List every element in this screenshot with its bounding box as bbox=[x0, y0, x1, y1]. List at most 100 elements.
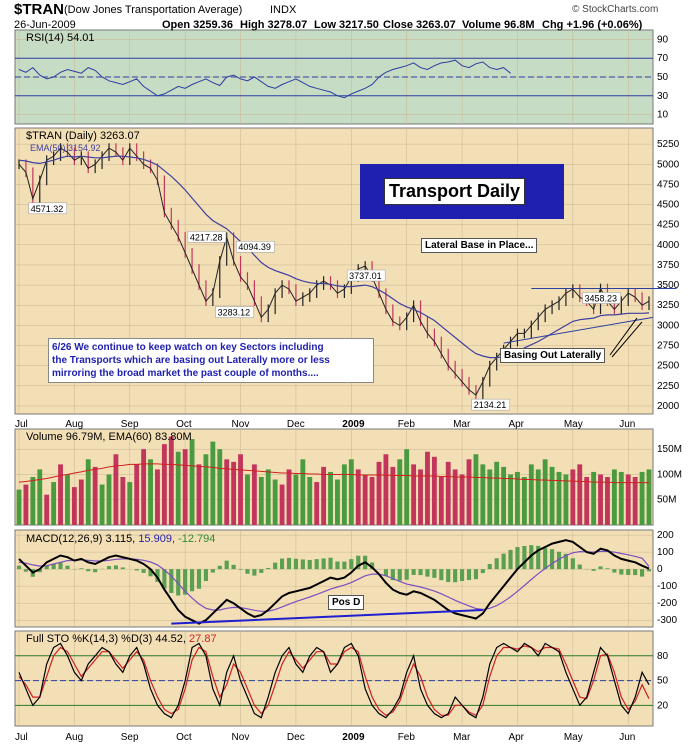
volume-bar bbox=[217, 449, 223, 525]
macd-histogram-bar bbox=[446, 569, 451, 583]
macd-histogram-bar bbox=[570, 558, 575, 570]
macd-histogram-bar bbox=[633, 569, 638, 576]
volume-bar bbox=[639, 471, 645, 525]
volume-bar bbox=[438, 477, 444, 525]
volume-bar bbox=[411, 464, 417, 525]
macd-histogram-bar bbox=[425, 569, 430, 577]
y-tick-label: 70 bbox=[657, 53, 669, 64]
volume-bar bbox=[563, 474, 569, 525]
macd-histogram-bar bbox=[473, 569, 478, 580]
volume-bar bbox=[134, 464, 140, 525]
macd-legend-signal: 15.909, bbox=[138, 533, 176, 545]
y-tick-label: 50M bbox=[657, 495, 676, 506]
volume-bar bbox=[30, 477, 36, 525]
macd-histogram-bar bbox=[176, 569, 181, 596]
price-label-box bbox=[28, 202, 67, 215]
volume-bar bbox=[335, 479, 340, 525]
title-annotation-text: Transport Daily bbox=[384, 178, 526, 205]
x-tick-label: Sep bbox=[121, 732, 139, 743]
macd-histogram-bar bbox=[259, 569, 264, 573]
volume-bar bbox=[591, 471, 597, 525]
support-line bbox=[503, 316, 654, 344]
macd-histogram-bar bbox=[418, 569, 423, 576]
macd-histogram-bar bbox=[460, 569, 465, 582]
volume-bar bbox=[182, 449, 188, 525]
macd-histogram-bar bbox=[65, 565, 70, 570]
y-tick-label: -100 bbox=[657, 581, 677, 592]
macd-histogram-bar bbox=[314, 559, 319, 570]
volume-bar bbox=[598, 474, 603, 525]
macd-line bbox=[18, 539, 650, 625]
symbol: $TRAN bbox=[14, 1, 65, 18]
macd-histogram-bar bbox=[58, 562, 63, 570]
volume-bar bbox=[65, 474, 70, 525]
macd-histogram-bar bbox=[487, 564, 492, 570]
price-legend: $TRAN (Daily) 3263.07 bbox=[26, 130, 140, 142]
header-close: Close 3263.07 bbox=[383, 19, 456, 31]
price-label-box bbox=[215, 306, 254, 318]
volume-bar bbox=[113, 454, 119, 525]
macd-histogram-bar bbox=[23, 569, 28, 572]
volume-bar bbox=[383, 454, 389, 525]
macd-histogram-bar bbox=[51, 564, 56, 570]
commentary-line: the Transports which are basing out Late… bbox=[52, 355, 330, 366]
volume-bar bbox=[168, 436, 174, 525]
volume-bar bbox=[141, 449, 147, 525]
volume-bar bbox=[314, 482, 320, 525]
volume-bar bbox=[58, 464, 63, 525]
volume-bar bbox=[272, 479, 278, 525]
volume-bar bbox=[355, 469, 361, 525]
price-label: 4217.28 bbox=[190, 232, 223, 242]
macd-histogram-bar bbox=[529, 545, 534, 570]
volume-bar bbox=[452, 469, 458, 525]
divergence-line bbox=[171, 608, 483, 625]
macd-histogram-bar bbox=[349, 559, 354, 570]
macd-legend-hist: -12.794 bbox=[178, 533, 216, 545]
x-tick-label: Sep bbox=[121, 419, 139, 430]
volume-bar bbox=[203, 454, 209, 525]
macd-histogram-bar bbox=[619, 569, 624, 575]
volume-bar bbox=[92, 466, 98, 525]
volume-bar bbox=[251, 464, 257, 525]
macd-histogram-bar bbox=[356, 555, 361, 570]
watermark: © StockCharts.com bbox=[572, 4, 659, 15]
macd-histogram-bar bbox=[37, 569, 42, 573]
macd-histogram-bar bbox=[286, 557, 292, 570]
macd-histogram-bar bbox=[453, 569, 458, 583]
volume-bar bbox=[155, 469, 160, 525]
macd-histogram-bar bbox=[155, 569, 160, 582]
rsi-line bbox=[18, 59, 511, 99]
macd-histogram-bar bbox=[404, 569, 409, 580]
y-tick-label: 3750 bbox=[657, 260, 680, 271]
x-tick-label: 2009 bbox=[342, 419, 365, 430]
macd-histogram-bar bbox=[550, 549, 555, 570]
price-line bbox=[18, 147, 650, 396]
lateral-base-note: Lateral Base in Place... bbox=[421, 238, 538, 253]
volume-bar bbox=[549, 466, 555, 525]
volume-bar bbox=[148, 459, 153, 525]
volume-ema-line bbox=[18, 463, 649, 484]
volume-bar bbox=[279, 484, 285, 525]
volume-bar bbox=[542, 459, 548, 525]
price-label: 4094.39 bbox=[238, 242, 271, 252]
macd-histogram-bar bbox=[501, 553, 506, 570]
y-tick-label: 100 bbox=[657, 547, 674, 558]
volume-bar bbox=[175, 451, 181, 525]
x-tick-label: Mar bbox=[453, 419, 471, 430]
volume-bar bbox=[71, 487, 77, 525]
volume-bar bbox=[459, 474, 465, 525]
x-tick-label: Aug bbox=[65, 732, 83, 743]
x-tick-label: Aug bbox=[65, 419, 83, 430]
symbol-name: (Dow Jones Transportation Average) bbox=[64, 4, 243, 16]
y-tick-label: 90 bbox=[657, 34, 669, 45]
macd-histogram-bar bbox=[522, 545, 527, 570]
y-tick-label: -300 bbox=[657, 615, 677, 626]
x-tick-label: Feb bbox=[398, 732, 416, 743]
macd-histogram-bar bbox=[612, 569, 617, 573]
rsi-legend: RSI(14) 54.01 bbox=[26, 32, 95, 44]
x-tick-label: Jul bbox=[15, 732, 28, 743]
volume-bar bbox=[23, 484, 29, 525]
ema-line bbox=[18, 155, 650, 359]
y-tick-label: 30 bbox=[657, 91, 669, 102]
y-tick-label: 50 bbox=[657, 72, 669, 83]
